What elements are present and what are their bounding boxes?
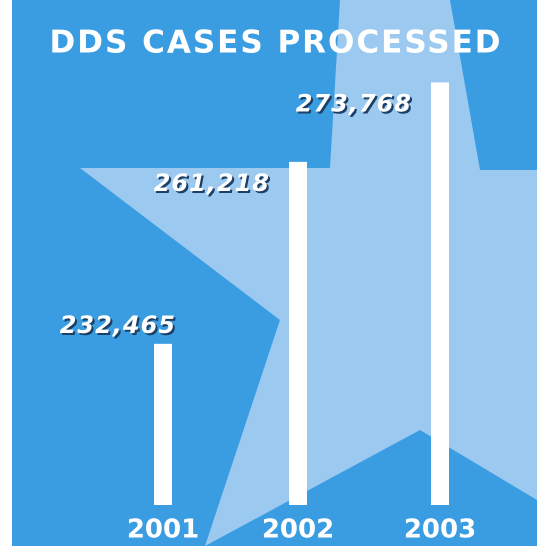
star [80, 0, 537, 546]
value-label-shadow: 232,465 [62, 313, 178, 341]
value-label: 261,218 [154, 169, 270, 197]
chart-title: DDS CASES PROCESSED [50, 25, 503, 61]
x-tick-label: 2002 [262, 515, 334, 545]
bar [289, 161, 307, 506]
value-label-shadow: 261,218 [156, 171, 272, 199]
bar [431, 82, 449, 505]
x-tick-label: 2001 [127, 515, 199, 545]
value-label-shadow: 273,768 [298, 91, 414, 119]
x-tick-label: 2003 [404, 515, 476, 545]
bar [154, 343, 172, 505]
value-label: 273,768 [296, 89, 412, 117]
value-label: 232,465 [60, 311, 176, 339]
